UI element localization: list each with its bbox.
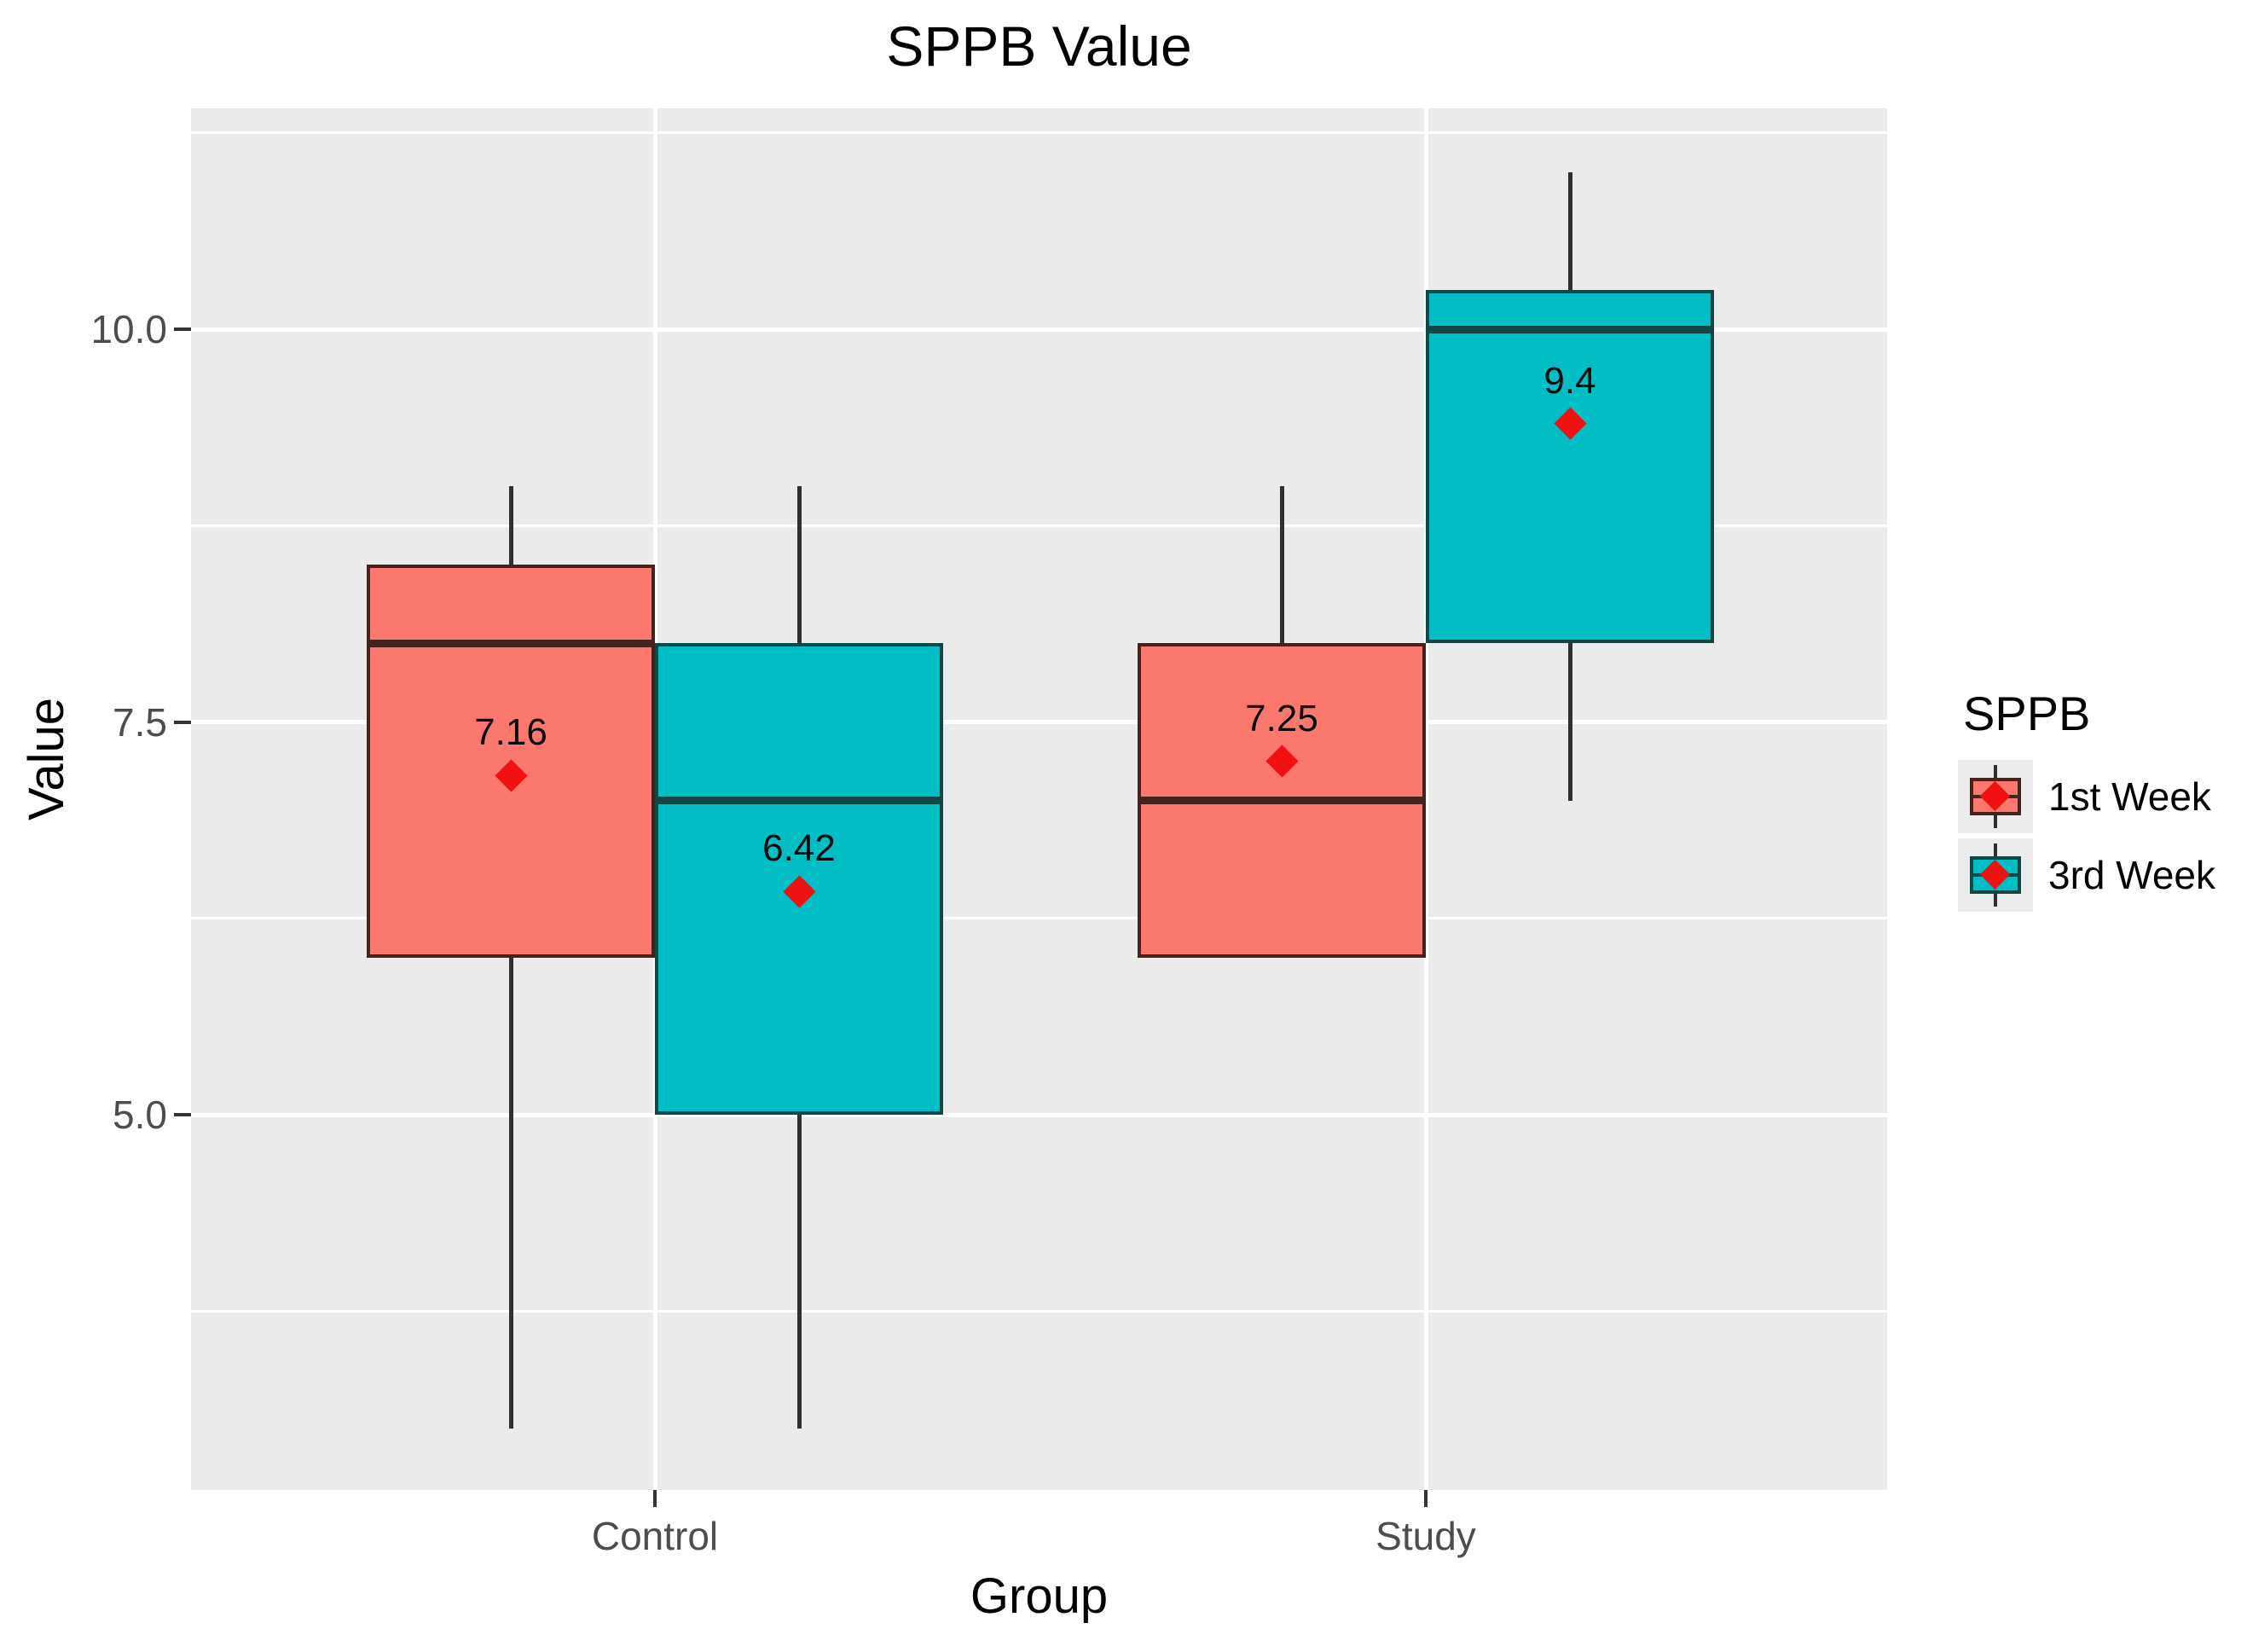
legend-entry: 3rd Week: [1958, 838, 2239, 912]
mean-value-label: 7.16: [474, 711, 547, 754]
legend-key-1: [1958, 760, 2033, 833]
lower-whisker: [1567, 643, 1572, 801]
legend-keys: 1st Week 3rd Week: [1958, 760, 2239, 912]
legend-entry-label: 1st Week: [2048, 774, 2211, 819]
lower-whisker: [796, 1115, 802, 1429]
legend-title: SPPB: [1963, 687, 2091, 740]
upper-whisker: [796, 486, 802, 644]
x-tick-mark: [1424, 1490, 1428, 1507]
mean-value-label: 9.4: [1543, 359, 1596, 402]
minor-gridline: [191, 917, 1887, 920]
upper-whisker: [508, 486, 513, 565]
major-gridline: [191, 1112, 1887, 1117]
legend-key-2: [1958, 838, 2033, 912]
y-tick-label: 10.0: [90, 307, 167, 351]
y-axis-title: Value: [19, 697, 74, 821]
minor-gridline: [191, 524, 1887, 527]
mean-value-label: 7.25: [1245, 697, 1318, 739]
median-line: [1426, 325, 1714, 333]
major-gridline: [191, 720, 1887, 724]
y-tick-label: 7.5: [113, 699, 167, 745]
mean-value-label: 6.42: [762, 827, 836, 870]
median-line: [367, 639, 655, 647]
legend-entry-label: 3rd Week: [2048, 853, 2216, 897]
y-tick-mark: [174, 720, 191, 724]
major-gridline: [191, 327, 1887, 332]
upper-whisker: [1567, 171, 1572, 290]
y-tick-label: 5.0: [113, 1093, 167, 1137]
y-tick-mark: [174, 1113, 191, 1116]
x-tick-label: Control: [591, 1514, 719, 1558]
median-line: [1138, 797, 1426, 805]
legend-entry: 1st Week: [1958, 760, 2239, 833]
y-tick-mark: [174, 328, 191, 331]
boxplot-box: [367, 565, 655, 958]
major-gridline-vertical: [1423, 108, 1428, 1490]
upper-whisker: [1279, 486, 1284, 644]
x-tick-label: Study: [1375, 1514, 1476, 1558]
plot-title: SPPB Value: [886, 14, 1192, 78]
minor-gridline: [191, 131, 1887, 135]
legend: SPPB 1st Week 3rd Week: [1958, 686, 2239, 917]
median-line: [655, 797, 943, 805]
x-tick-mark: [653, 1490, 657, 1507]
x-axis-title: Group: [970, 1568, 1109, 1624]
minor-gridline: [191, 1309, 1887, 1313]
boxplot-box: [1426, 289, 1714, 644]
lower-whisker: [508, 957, 513, 1429]
